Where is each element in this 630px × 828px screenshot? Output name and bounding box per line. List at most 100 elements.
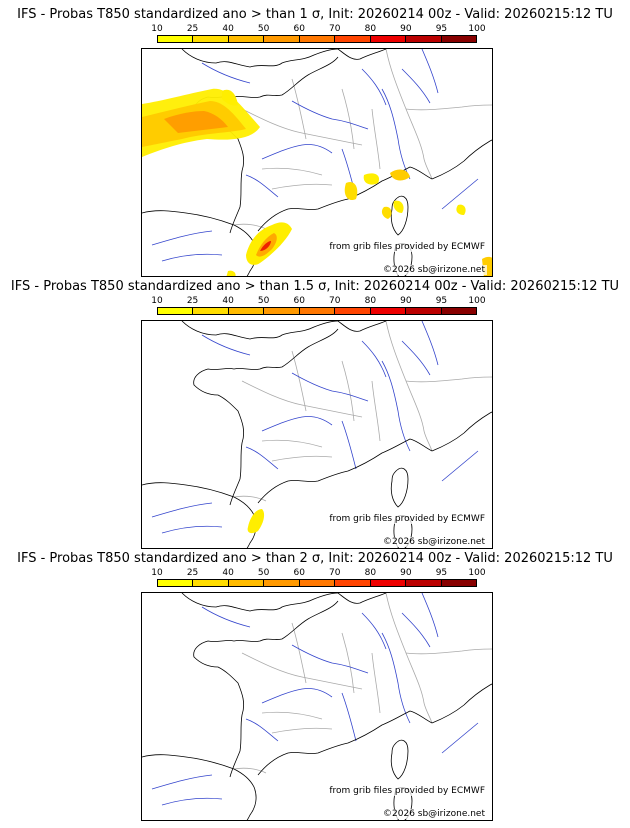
coastline [337, 593, 387, 604]
region-border [261, 167, 323, 176]
river [261, 416, 333, 432]
region-border [385, 49, 433, 180]
map-canvas [142, 593, 492, 820]
colorbar-tick-label: 95 [435, 296, 448, 306]
coastline [257, 438, 433, 504]
colorbar-tick-label: 70 [329, 568, 341, 578]
river [401, 68, 431, 104]
river [151, 502, 213, 518]
coastline [181, 593, 339, 612]
panel-title: IFS - Probas T850 standardized ano > tha… [10, 279, 620, 294]
colorbar [157, 307, 477, 315]
map-panel-2: IFS - Probas T850 standardized ano > tha… [0, 272, 630, 549]
region-border [405, 104, 492, 111]
coastline [431, 411, 492, 452]
colorbar-labels: 10 25 40 50 60 70 80 90 95 100 [151, 24, 485, 34]
colorbar-tick-label: 90 [400, 296, 412, 306]
river [201, 62, 251, 84]
coastline [257, 710, 433, 776]
colorbar-swatch [299, 580, 336, 586]
colorbar-swatch [335, 308, 371, 314]
colorbar-swatch [158, 580, 194, 586]
colorbar-tick-label: 40 [222, 568, 234, 578]
colorbar-swatch [370, 36, 407, 42]
colorbar [157, 35, 477, 43]
colorbar-swatch [228, 36, 265, 42]
colorbar-tick-label: 40 [222, 24, 234, 34]
river [361, 612, 387, 650]
colorbar-swatch [406, 308, 442, 314]
river [201, 334, 251, 356]
colorbar-tick-label: 10 [151, 296, 163, 306]
colorbar-tick-label: 60 [293, 296, 305, 306]
region-border [271, 727, 333, 734]
colorbar-swatch [228, 580, 265, 586]
colorbar-swatch [228, 308, 265, 314]
river [201, 606, 251, 628]
coastline [193, 328, 339, 506]
region-border [371, 380, 381, 442]
river [291, 644, 369, 674]
region-border [291, 78, 307, 140]
colorbar-swatch [158, 308, 194, 314]
region-border [241, 380, 363, 418]
colorbar [157, 579, 477, 587]
coastline [390, 195, 409, 236]
river [401, 340, 431, 376]
river [291, 100, 369, 130]
region-border [405, 648, 492, 655]
river [441, 722, 479, 754]
colorbar-tick-label: 25 [186, 568, 199, 578]
colorbar-swatch [264, 36, 300, 42]
map-canvas [142, 49, 492, 276]
coastline [181, 49, 339, 68]
colorbar-swatch [441, 580, 476, 586]
river [151, 774, 213, 790]
river [401, 612, 431, 648]
coastline [142, 754, 235, 770]
coastline [142, 482, 235, 498]
data-source-credit: from grib files provided by ECMWF [327, 514, 487, 524]
river [291, 372, 369, 402]
region-border [341, 360, 355, 422]
river [381, 632, 411, 724]
colorbar-tick-label: 80 [364, 24, 377, 34]
coastline [431, 683, 492, 724]
copyright-credit: ©2026 sb@irizone.net [381, 265, 487, 275]
colorbar-tick-label: 50 [257, 296, 270, 306]
region-border [271, 455, 333, 462]
region-border [405, 376, 492, 383]
region-border [371, 108, 381, 170]
river [361, 340, 387, 378]
map-frame: from grib files provided by ECMWF ©2026 … [141, 48, 493, 277]
colorbar-labels: 10 25 40 50 60 70 80 90 95 100 [151, 296, 485, 306]
colorbar-tick-label: 60 [293, 24, 305, 34]
colorbar-tick-label: 60 [293, 568, 305, 578]
river [161, 253, 223, 262]
region-border [291, 622, 307, 684]
coastline [390, 739, 409, 780]
region-border [341, 88, 355, 150]
colorbar-swatch [299, 308, 336, 314]
colorbar-tick-label: 100 [468, 296, 486, 306]
panel-title: IFS - Probas T850 standardized ano > tha… [17, 7, 613, 22]
colorbar-tick-label: 100 [468, 568, 486, 578]
river [421, 321, 439, 366]
map-frame: from grib files provided by ECMWF ©2026 … [141, 320, 493, 549]
region-border [241, 652, 363, 690]
region-border [341, 632, 355, 694]
colorbar-swatch [193, 36, 229, 42]
coastline [181, 321, 339, 340]
map-frame: from grib files provided by ECMWF ©2026 … [141, 592, 493, 821]
colorbar-tick-label: 80 [364, 568, 377, 578]
colorbar-tick-label: 50 [257, 24, 270, 34]
river [421, 593, 439, 638]
colorbar-swatch [441, 36, 476, 42]
region-border [233, 223, 267, 230]
river [161, 525, 223, 534]
copyright-credit: ©2026 sb@irizone.net [381, 537, 487, 547]
map-panel-1: IFS - Probas T850 standardized ano > tha… [0, 0, 630, 277]
colorbar-swatch [264, 580, 300, 586]
colorbar-tick-label: 25 [186, 24, 199, 34]
panel-title: IFS - Probas T850 standardized ano > tha… [17, 551, 613, 566]
